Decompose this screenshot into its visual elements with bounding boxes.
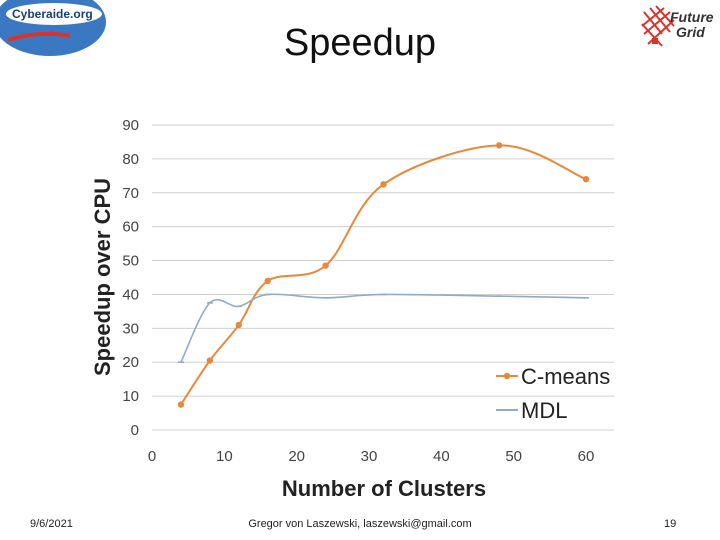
cyberaide-logo: Cyberaide.org xyxy=(0,0,106,56)
y-tick-label: 30 xyxy=(122,320,139,337)
y-axis-title: Speedup over CPU xyxy=(90,178,115,376)
x-tick-label: 20 xyxy=(288,448,305,465)
y-tick-labels: 0 10 20 30 40 50 60 70 80 90 xyxy=(122,117,139,439)
data-point-c-means xyxy=(177,401,185,408)
data-point-c-means xyxy=(206,357,214,364)
data-point-c-means xyxy=(380,181,387,188)
footer-author: Gregor von Laszewski, laszewski@gmail.co… xyxy=(248,518,472,530)
x-tick-label: 60 xyxy=(578,448,595,465)
x-tick-label: 40 xyxy=(433,448,450,465)
legend-label: MDL xyxy=(521,398,567,423)
futuregrid-logo-grid xyxy=(641,5,675,47)
futuregrid-logo: Future Grid xyxy=(641,5,714,47)
futuregrid-logo-line1: Future xyxy=(670,9,714,25)
x-axis-title: Number of Clusters xyxy=(282,476,486,501)
cyberaide-logo-red-arc xyxy=(7,31,71,42)
legend: C-means MDL xyxy=(496,364,610,423)
x-tick-label: 30 xyxy=(361,448,378,465)
page-number: 19 xyxy=(664,518,677,530)
slide-title: Speedup xyxy=(283,22,437,64)
y-tick-label: 10 xyxy=(122,388,139,405)
y-tick-label: 70 xyxy=(122,185,139,202)
cyberaide-logo-band xyxy=(6,3,102,25)
x-tick-labels: 0 10 20 30 40 50 60 xyxy=(148,448,595,465)
y-tick-label: 0 xyxy=(131,422,139,439)
y-tick-label: 80 xyxy=(122,151,139,168)
footer-date: 9/6/2021 xyxy=(30,518,73,530)
series xyxy=(177,142,590,408)
data-point-c-means xyxy=(264,277,271,285)
legend-label: C-means xyxy=(521,364,610,389)
data-point-c-means xyxy=(322,262,329,269)
data-point-c-means xyxy=(582,176,590,183)
legend-marker xyxy=(503,372,511,380)
y-tick-label: 20 xyxy=(122,354,139,371)
x-tick-label: 50 xyxy=(505,448,522,465)
y-tick-label: 90 xyxy=(122,117,139,134)
y-tick-label: 60 xyxy=(122,219,139,236)
x-tick-label: 0 xyxy=(148,448,156,465)
y-tick-label: 40 xyxy=(122,286,139,303)
cyberaide-logo-text: Cyberaide.org xyxy=(12,7,93,21)
futuregrid-logo-line2: Grid xyxy=(676,24,705,40)
data-point-c-means xyxy=(235,321,242,329)
y-tick-label: 50 xyxy=(122,253,139,270)
x-tick-label: 10 xyxy=(216,448,233,465)
data-point-c-means xyxy=(496,142,503,149)
